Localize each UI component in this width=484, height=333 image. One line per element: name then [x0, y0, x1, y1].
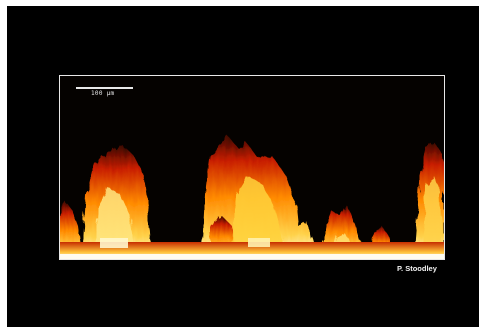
photo-credit: P. Stoodley: [397, 264, 437, 273]
scale-bar: [76, 87, 133, 89]
biofilm-micrograph: 100 µm: [59, 75, 445, 260]
black-canvas: 100 µm P. Stoodley: [7, 6, 479, 327]
scale-bar-label: 100 µm: [91, 90, 115, 97]
biofilm-fire-visual: [60, 136, 444, 259]
